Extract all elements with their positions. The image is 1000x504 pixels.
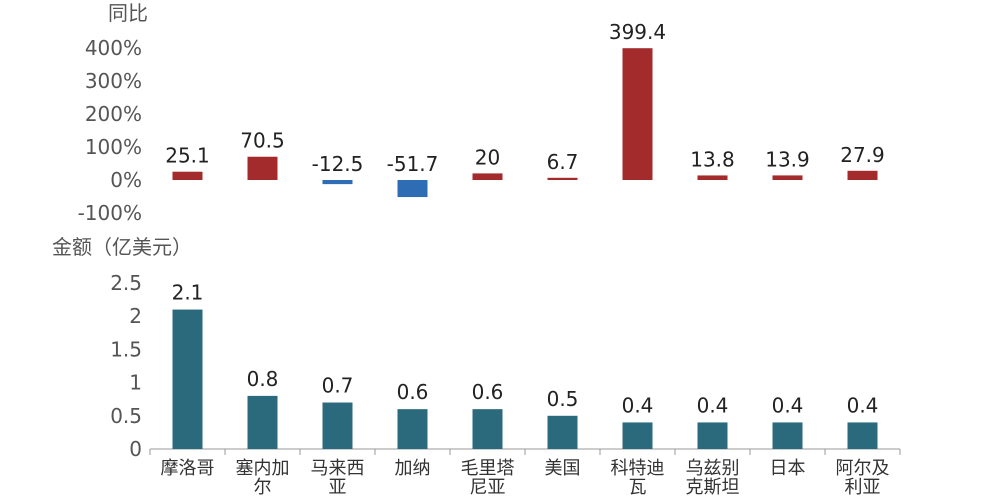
x-category-label: 科特迪 (611, 458, 665, 479)
amount-value-label: 0.4 (697, 393, 729, 417)
x-category-label: 克斯坦 (686, 477, 740, 498)
amount-value-label: 0.7 (322, 374, 354, 398)
x-category-label: 乌兹别 (686, 458, 740, 479)
amount-y-tick-label: 2 (129, 304, 142, 328)
yoy-y-tick-label: 300% (85, 69, 142, 93)
x-category-label: 利亚 (845, 477, 881, 498)
yoy-bar (397, 180, 428, 198)
amount-value-label: 0.8 (247, 367, 279, 391)
yoy-y-tick-label: 200% (85, 102, 142, 126)
x-category-label: 亚 (329, 477, 347, 498)
yoy-bar (772, 175, 803, 180)
x-category-label: 塞内加 (236, 458, 290, 479)
x-category-label: 瓦 (629, 477, 647, 498)
x-category-label: 尼亚 (470, 477, 506, 498)
yoy-value-label: 27.9 (840, 143, 885, 167)
amount-chart: 金额（亿美元） 0 0.5 1 1.5 2 2.5 2.1 0.8 0.7 0.6 0.6 0.5 0.4… (52, 235, 901, 498)
amount-value-label: 2.1 (172, 281, 204, 305)
yoy-value-label: 13.8 (690, 147, 735, 171)
yoy-value-label: -51.7 (387, 152, 439, 176)
yoy-value-label: 13.9 (765, 147, 810, 171)
yoy-bar (547, 177, 578, 180)
yoy-value-label: 6.7 (547, 150, 579, 174)
yoy-value-label: 20 (475, 145, 500, 169)
yoy-bar (622, 48, 653, 181)
amount-bar (622, 422, 653, 449)
x-category-label: 美国 (545, 458, 581, 479)
amount-axis-title: 金额（亿美元） (52, 235, 192, 259)
amount-bar (172, 309, 203, 449)
yoy-chart: 同比 -100% 0% 100% 200% 300% 400% 25.1 70.5 -12.5 -5… (78, 1, 885, 225)
yoy-y-tick-label: 100% (85, 135, 142, 159)
yoy-value-label: 70.5 (240, 129, 285, 153)
amount-value-label: 0.4 (772, 393, 804, 417)
yoy-y-tick-label: 0% (110, 168, 142, 192)
amount-bar (247, 395, 278, 449)
yoy-value-label: 399.4 (609, 20, 666, 44)
amount-bar (472, 409, 503, 449)
amount-value-label: 0.4 (847, 393, 879, 417)
amount-bar (322, 402, 353, 449)
x-category-label: 尔 (254, 477, 272, 498)
amount-bar (547, 415, 578, 449)
yoy-bar (472, 173, 503, 180)
x-category-label: 加纳 (395, 458, 431, 479)
amount-bar (847, 422, 878, 449)
yoy-bar (172, 171, 203, 180)
amount-y-tick-label: 0 (129, 437, 142, 461)
x-category-label: 马来西 (311, 458, 365, 479)
amount-bar (397, 409, 428, 449)
x-category-label: 日本 (770, 458, 806, 479)
amount-value-label: 0.6 (397, 380, 429, 404)
amount-bar (697, 422, 728, 449)
yoy-bar (322, 180, 353, 185)
x-category-label: 毛里塔 (461, 458, 515, 479)
yoy-value-label: -12.5 (312, 152, 364, 176)
x-category-label: 阿尔及 (836, 458, 890, 479)
yoy-bar (697, 175, 728, 180)
amount-y-tick-label: 2.5 (110, 271, 142, 295)
yoy-y-tick-label: 400% (85, 36, 142, 60)
yoy-bar (247, 156, 278, 180)
amount-y-tick-label: 0.5 (110, 404, 142, 428)
amount-bar (772, 422, 803, 449)
amount-y-tick-label: 1 (129, 371, 142, 395)
amount-value-label: 0.5 (547, 387, 579, 411)
amount-y-tick-label: 1.5 (110, 337, 142, 361)
yoy-bar (847, 170, 878, 180)
amount-value-label: 0.4 (622, 393, 654, 417)
yoy-axis-title: 同比 (108, 1, 148, 25)
amount-value-label: 0.6 (472, 380, 504, 404)
x-category-label: 摩洛哥 (161, 458, 215, 479)
yoy-y-tick-label: -100% (78, 201, 142, 225)
yoy-value-label: 25.1 (165, 144, 210, 168)
